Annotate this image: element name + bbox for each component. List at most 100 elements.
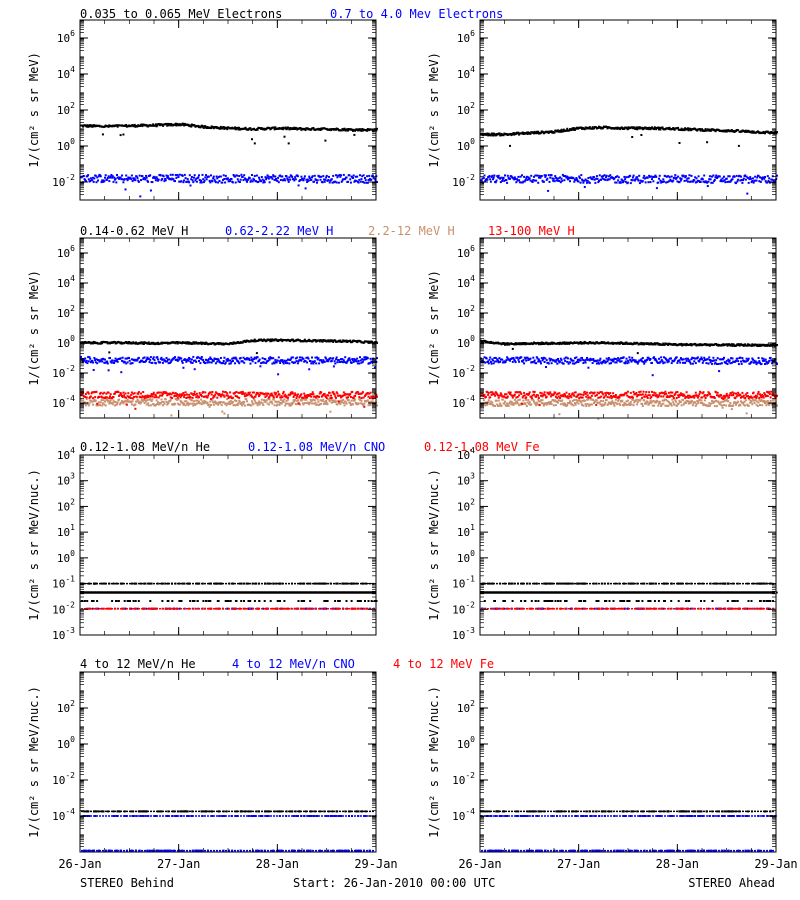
data-point <box>183 179 186 182</box>
data-point <box>92 400 95 403</box>
data-point <box>274 393 277 396</box>
data-point <box>744 360 747 363</box>
data-point <box>167 401 170 404</box>
data-point <box>288 128 291 131</box>
data-point <box>487 134 490 137</box>
data-point <box>594 342 597 345</box>
data-point <box>178 394 181 397</box>
data-point <box>737 360 740 363</box>
data-point <box>267 357 270 360</box>
data-point <box>88 125 91 128</box>
data-point <box>647 181 650 184</box>
data-point <box>547 362 550 365</box>
data-point <box>536 132 539 135</box>
data-point <box>175 395 178 397</box>
data-point <box>698 360 701 363</box>
data-point <box>566 178 569 181</box>
data-point <box>536 357 539 360</box>
data-point <box>215 126 218 128</box>
data-point <box>120 371 123 374</box>
data-point <box>236 126 239 129</box>
data-point <box>112 180 115 183</box>
data-point <box>670 357 672 360</box>
data-point <box>526 178 529 181</box>
data-point <box>684 176 687 179</box>
data-point <box>320 395 323 398</box>
data-point <box>245 358 248 361</box>
data-point <box>204 391 207 394</box>
data-point <box>228 395 231 398</box>
data-point <box>317 400 320 403</box>
data-point <box>174 402 176 405</box>
data-point <box>96 362 99 365</box>
data-point <box>284 360 287 363</box>
data-point <box>108 351 111 354</box>
data-point <box>261 357 264 360</box>
data-point <box>267 398 270 400</box>
data-point <box>571 127 574 130</box>
data-point <box>296 399 299 402</box>
data-point <box>741 181 744 184</box>
data-point <box>142 391 145 393</box>
data-point <box>527 399 530 402</box>
data-point <box>504 343 506 346</box>
data-point <box>344 400 347 403</box>
data-point <box>152 176 155 179</box>
data-point <box>284 393 287 396</box>
data-point <box>358 362 361 365</box>
data-point <box>578 177 581 180</box>
data-point <box>86 402 89 405</box>
series-1 <box>480 125 778 147</box>
data-point <box>240 173 243 176</box>
data-point <box>540 402 543 404</box>
plot-frame <box>79 19 377 201</box>
data-point <box>547 401 550 404</box>
data-point <box>102 358 105 361</box>
data-point <box>321 361 324 364</box>
series-3 <box>480 398 778 420</box>
data-point <box>197 356 200 359</box>
data-point <box>687 180 689 183</box>
data-point <box>293 394 296 397</box>
data-point <box>700 356 703 359</box>
data-point <box>237 360 240 363</box>
data-point <box>303 398 306 401</box>
data-point <box>715 359 718 362</box>
data-point <box>661 181 664 183</box>
data-point <box>311 360 314 363</box>
data-point <box>759 361 761 364</box>
data-point <box>229 403 232 406</box>
data-point <box>768 359 771 362</box>
data-point <box>93 398 96 401</box>
data-point <box>663 356 665 359</box>
data-point <box>82 125 85 128</box>
data-point <box>376 395 378 398</box>
data-point <box>333 399 336 402</box>
data-point <box>289 391 292 394</box>
data-point <box>551 177 554 180</box>
data-point <box>631 136 634 138</box>
data-point <box>121 178 124 181</box>
data-point <box>713 129 716 132</box>
data-point <box>607 358 610 361</box>
data-point <box>226 128 229 131</box>
data-point <box>234 175 236 178</box>
data-point <box>747 343 749 346</box>
data-point <box>760 176 763 179</box>
data-point <box>343 394 346 397</box>
data-point <box>718 370 721 373</box>
data-point <box>309 393 312 396</box>
data-point <box>246 394 249 397</box>
data-point <box>537 341 540 344</box>
data-point <box>484 361 487 364</box>
data-point <box>296 175 299 178</box>
data-point <box>678 181 681 184</box>
data-point <box>265 176 268 179</box>
data-point <box>253 178 256 181</box>
data-point <box>222 174 225 177</box>
data-point <box>689 343 692 345</box>
data-point <box>544 175 547 178</box>
data-point <box>659 360 662 363</box>
data-point <box>189 360 192 363</box>
data-point <box>131 397 134 400</box>
